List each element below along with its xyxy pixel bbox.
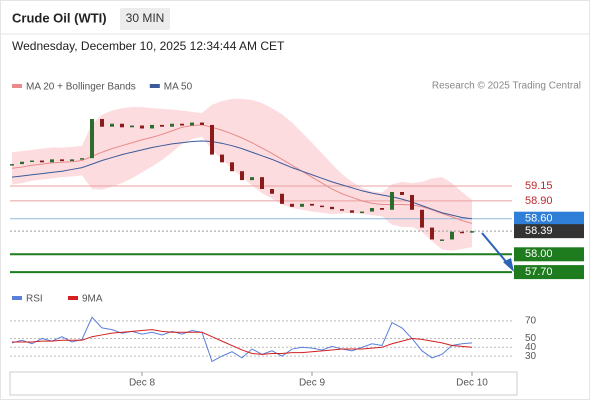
level-box: [514, 265, 584, 280]
level-label: 58.00: [525, 248, 553, 260]
legend-label: RSI: [26, 294, 43, 305]
legend-label: 9MA: [82, 294, 103, 305]
level-box: [514, 211, 584, 226]
candle-body: [40, 160, 44, 163]
candle-body: [300, 203, 304, 207]
candle-body: [470, 231, 474, 233]
candle-body: [130, 125, 134, 128]
candle-body: [160, 124, 164, 127]
candle-body: [410, 194, 414, 210]
level-box: [514, 247, 584, 262]
timestamp: Wednesday, December 10, 2025 12:34:44 AM…: [12, 39, 285, 53]
x-tick-label: Dec 8: [129, 378, 156, 389]
candle-body: [320, 205, 324, 208]
legend-label: MA 50: [164, 82, 193, 93]
candle-body: [80, 158, 84, 160]
candle-body: [120, 123, 124, 128]
candle-body: [330, 206, 334, 210]
level-label: 57.70: [525, 266, 553, 278]
plot-layer: MA 20 + Bollinger Bands MA 50 59.15 58.90 58…: [10, 82, 584, 389]
level-label: 58.90: [525, 195, 553, 207]
candle-body: [140, 125, 144, 129]
candle-body: [280, 193, 284, 204]
legend-swatch: [12, 84, 22, 88]
candle-body: [250, 177, 254, 181]
candle-body: [70, 159, 74, 162]
level-label: 59.15: [525, 180, 553, 192]
arrow-head: [503, 258, 514, 272]
candle-body: [150, 124, 154, 129]
candle-body: [260, 177, 264, 190]
legend-swatch: [149, 84, 160, 88]
candle-body: [20, 161, 24, 165]
candle-body: [200, 122, 204, 125]
candle-body: [60, 159, 64, 162]
timeframe[interactable]: 30 MIN: [126, 11, 165, 25]
candle-body: [360, 211, 364, 214]
y-tick-label: 40: [525, 342, 537, 353]
candle-body: [440, 239, 444, 241]
level-box: [514, 224, 584, 239]
credit: Research © 2025 Trading Central: [432, 81, 581, 92]
time-axis: [9, 371, 518, 396]
y-tick-label: 50: [525, 333, 537, 344]
candle-body: [10, 164, 14, 166]
candle-body: [420, 209, 424, 228]
candle-body: [220, 154, 224, 163]
x-tick-label: Dec 10: [456, 378, 488, 389]
candle-body: [350, 210, 354, 213]
candle-body: [230, 162, 234, 172]
y-tick-label: 30: [525, 351, 537, 362]
candle-body: [380, 208, 384, 210]
candle-body: [340, 209, 344, 211]
legend-swatch: [12, 296, 22, 300]
candle-body: [460, 231, 464, 234]
candle-body: [30, 160, 34, 163]
candle-body: [100, 118, 104, 127]
candle-body: [400, 191, 404, 195]
candle-body: [390, 191, 394, 210]
timeframe-badge[interactable]: [120, 8, 170, 30]
candle-body: [270, 189, 274, 194]
candle-body: [180, 123, 184, 126]
candle-body: [430, 227, 434, 240]
candle-body: [210, 124, 214, 155]
rsi-line: [12, 329, 473, 355]
candle-body: [190, 122, 194, 126]
legend-label: MA 20 + Bollinger Bands: [26, 82, 136, 93]
candle-body: [310, 203, 314, 206]
forecast-arrow: [481, 232, 509, 265]
candle-body: [240, 171, 244, 181]
legend-swatch: [68, 296, 78, 300]
candle-body: [90, 118, 94, 159]
level-label: 58.39: [525, 225, 553, 237]
candle-body: [170, 123, 174, 127]
candle-body: [370, 208, 374, 212]
candle-body: [290, 203, 294, 207]
level-label: 58.60: [525, 213, 553, 225]
candle-body: [50, 159, 54, 163]
instrument-title: Crude Oil (WTI): [12, 10, 107, 25]
ma-line: [11, 124, 473, 224]
x-tick-label: Dec 9: [299, 378, 326, 389]
rsi-line: [11, 316, 473, 363]
candle-body: [110, 123, 114, 127]
ma-line: [11, 140, 473, 220]
candle-body: [450, 231, 454, 240]
y-tick-label: 70: [525, 315, 537, 326]
